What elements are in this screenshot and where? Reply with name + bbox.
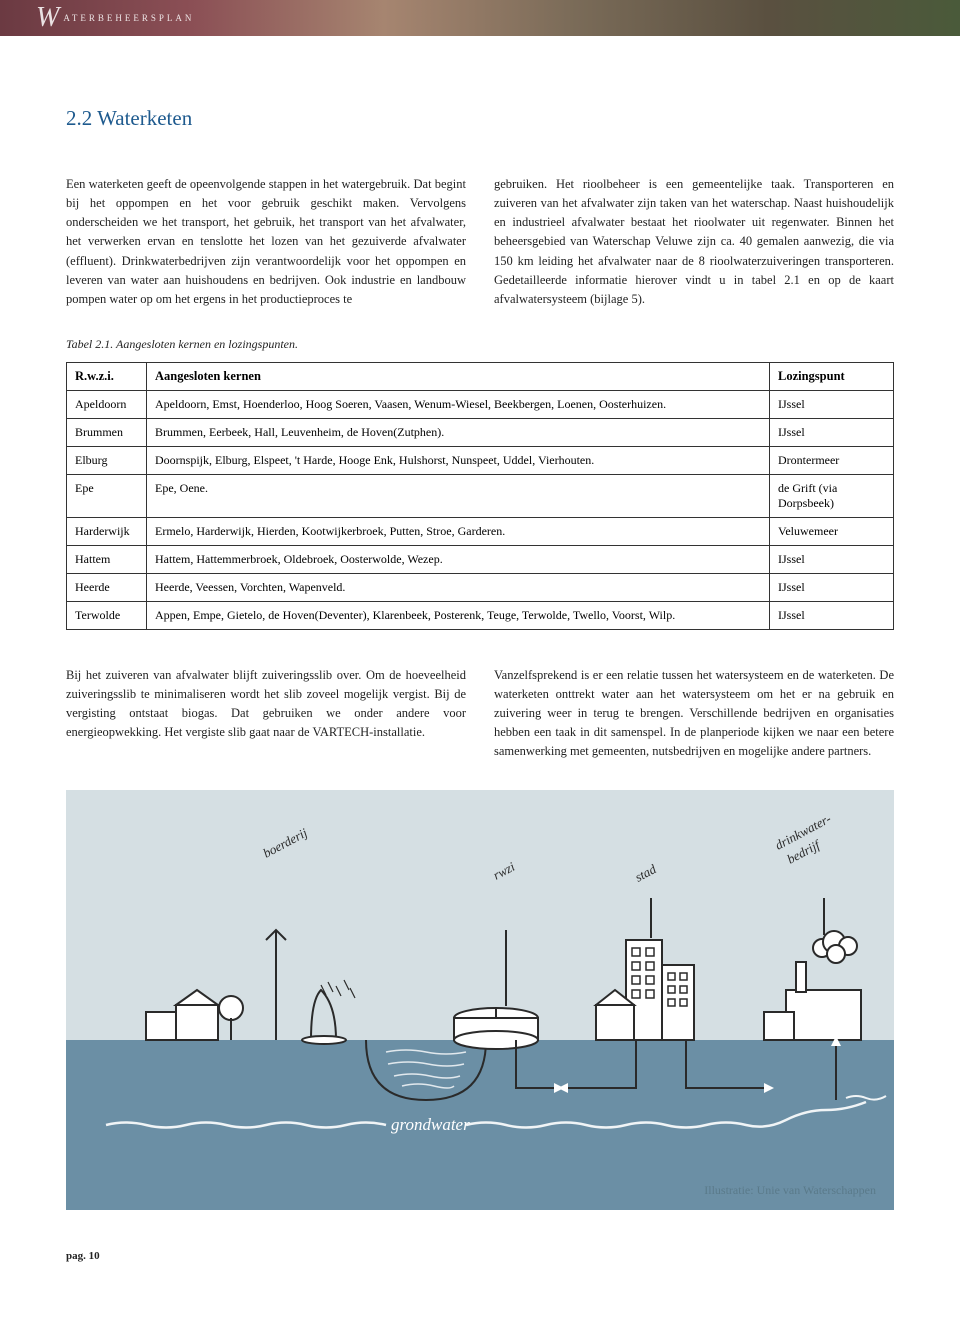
table-row: EpeEpe, Oene.de Grift (via Dorpsbeek) <box>67 474 894 517</box>
lower-col-right: Vanzelfsprekend is er een relatie tussen… <box>494 666 894 762</box>
table-cell: Drontermeer <box>770 446 894 474</box>
intro-col-right: gebruiken. Het rioolbeheer is een gemeen… <box>494 175 894 309</box>
table-cell: Appen, Empe, Gietelo, de Hoven(Deventer)… <box>147 601 770 629</box>
table-cell: IJssel <box>770 545 894 573</box>
page-content: 2.2 Waterketen Een waterketen geeft de o… <box>0 36 960 1292</box>
label-grondwater: grondwater <box>391 1115 470 1134</box>
th-lozing: Lozingspunt <box>770 362 894 390</box>
waterketen-diagram: boerderij rwzi stad drinkwater- bedrijf … <box>66 790 894 1210</box>
intro-columns: Een waterketen geeft de opeenvolgende st… <box>66 175 894 309</box>
table-cell: Doornspijk, Elburg, Elspeet, 't Harde, H… <box>147 446 770 474</box>
table-caption: Tabel 2.1. Aangesloten kernen en lozings… <box>66 337 894 352</box>
table-cell: Veluwemeer <box>770 517 894 545</box>
table-cell: Brummen <box>67 418 147 446</box>
table-cell: IJssel <box>770 601 894 629</box>
lower-col-left: Bij het zuiveren van afvalwater blijft z… <box>66 666 466 762</box>
table-row: TerwoldeAppen, Empe, Gietelo, de Hoven(D… <box>67 601 894 629</box>
table-row: BrummenBrummen, Eerbeek, Hall, Leuvenhei… <box>67 418 894 446</box>
table-header-row: R.w.z.i. Aangesloten kernen Lozingspunt <box>67 362 894 390</box>
table-cell: Hattem <box>67 545 147 573</box>
table-row: HattemHattem, Hattemmerbroek, Oldebroek,… <box>67 545 894 573</box>
table-cell: Hattem, Hattemmerbroek, Oldebroek, Ooste… <box>147 545 770 573</box>
table-cell: Ermelo, Harderwijk, Hierden, Kootwijkerb… <box>147 517 770 545</box>
table-cell: Heerde, Veessen, Vorchten, Wapenveld. <box>147 573 770 601</box>
intro-col-left: Een waterketen geeft de opeenvolgende st… <box>66 175 466 309</box>
table-cell: IJssel <box>770 418 894 446</box>
th-rwzi: R.w.z.i. <box>67 362 147 390</box>
lower-columns: Bij het zuiveren van afvalwater blijft z… <box>66 666 894 762</box>
table-cell: Apeldoorn, Emst, Hoenderloo, Hoog Soeren… <box>147 390 770 418</box>
table-cell: de Grift (via Dorpsbeek) <box>770 474 894 517</box>
table-row: HeerdeHeerde, Veessen, Vorchten, Wapenve… <box>67 573 894 601</box>
table-cell: Brummen, Eerbeek, Hall, Leuvenheim, de H… <box>147 418 770 446</box>
table-cell: Harderwijk <box>67 517 147 545</box>
header-letter: W <box>36 2 59 34</box>
table-row: HarderwijkErmelo, Harderwijk, Hierden, K… <box>67 517 894 545</box>
table-cell: Elburg <box>67 446 147 474</box>
table-cell: Epe <box>67 474 147 517</box>
table-cell: IJssel <box>770 573 894 601</box>
header-band: W ATERBEHEERSPLAN <box>0 0 960 36</box>
table-row: ApeldoornApeldoorn, Emst, Hoenderloo, Ho… <box>67 390 894 418</box>
table-cell: Apeldoorn <box>67 390 147 418</box>
table-cell: Epe, Oene. <box>147 474 770 517</box>
table-cell: Heerde <box>67 573 147 601</box>
section-title: 2.2 Waterketen <box>66 106 894 131</box>
header-subtitle: ATERBEHEERSPLAN <box>63 13 194 23</box>
illustration-credit: Illustratie: Unie van Waterschappen <box>704 1183 876 1198</box>
table-cell: Terwolde <box>67 601 147 629</box>
page-number: pag. 10 <box>66 1250 894 1262</box>
table-cell: IJssel <box>770 390 894 418</box>
table-row: ElburgDoornspijk, Elburg, Elspeet, 't Ha… <box>67 446 894 474</box>
rwzi-table: R.w.z.i. Aangesloten kernen Lozingspunt … <box>66 362 894 630</box>
th-kernen: Aangesloten kernen <box>147 362 770 390</box>
